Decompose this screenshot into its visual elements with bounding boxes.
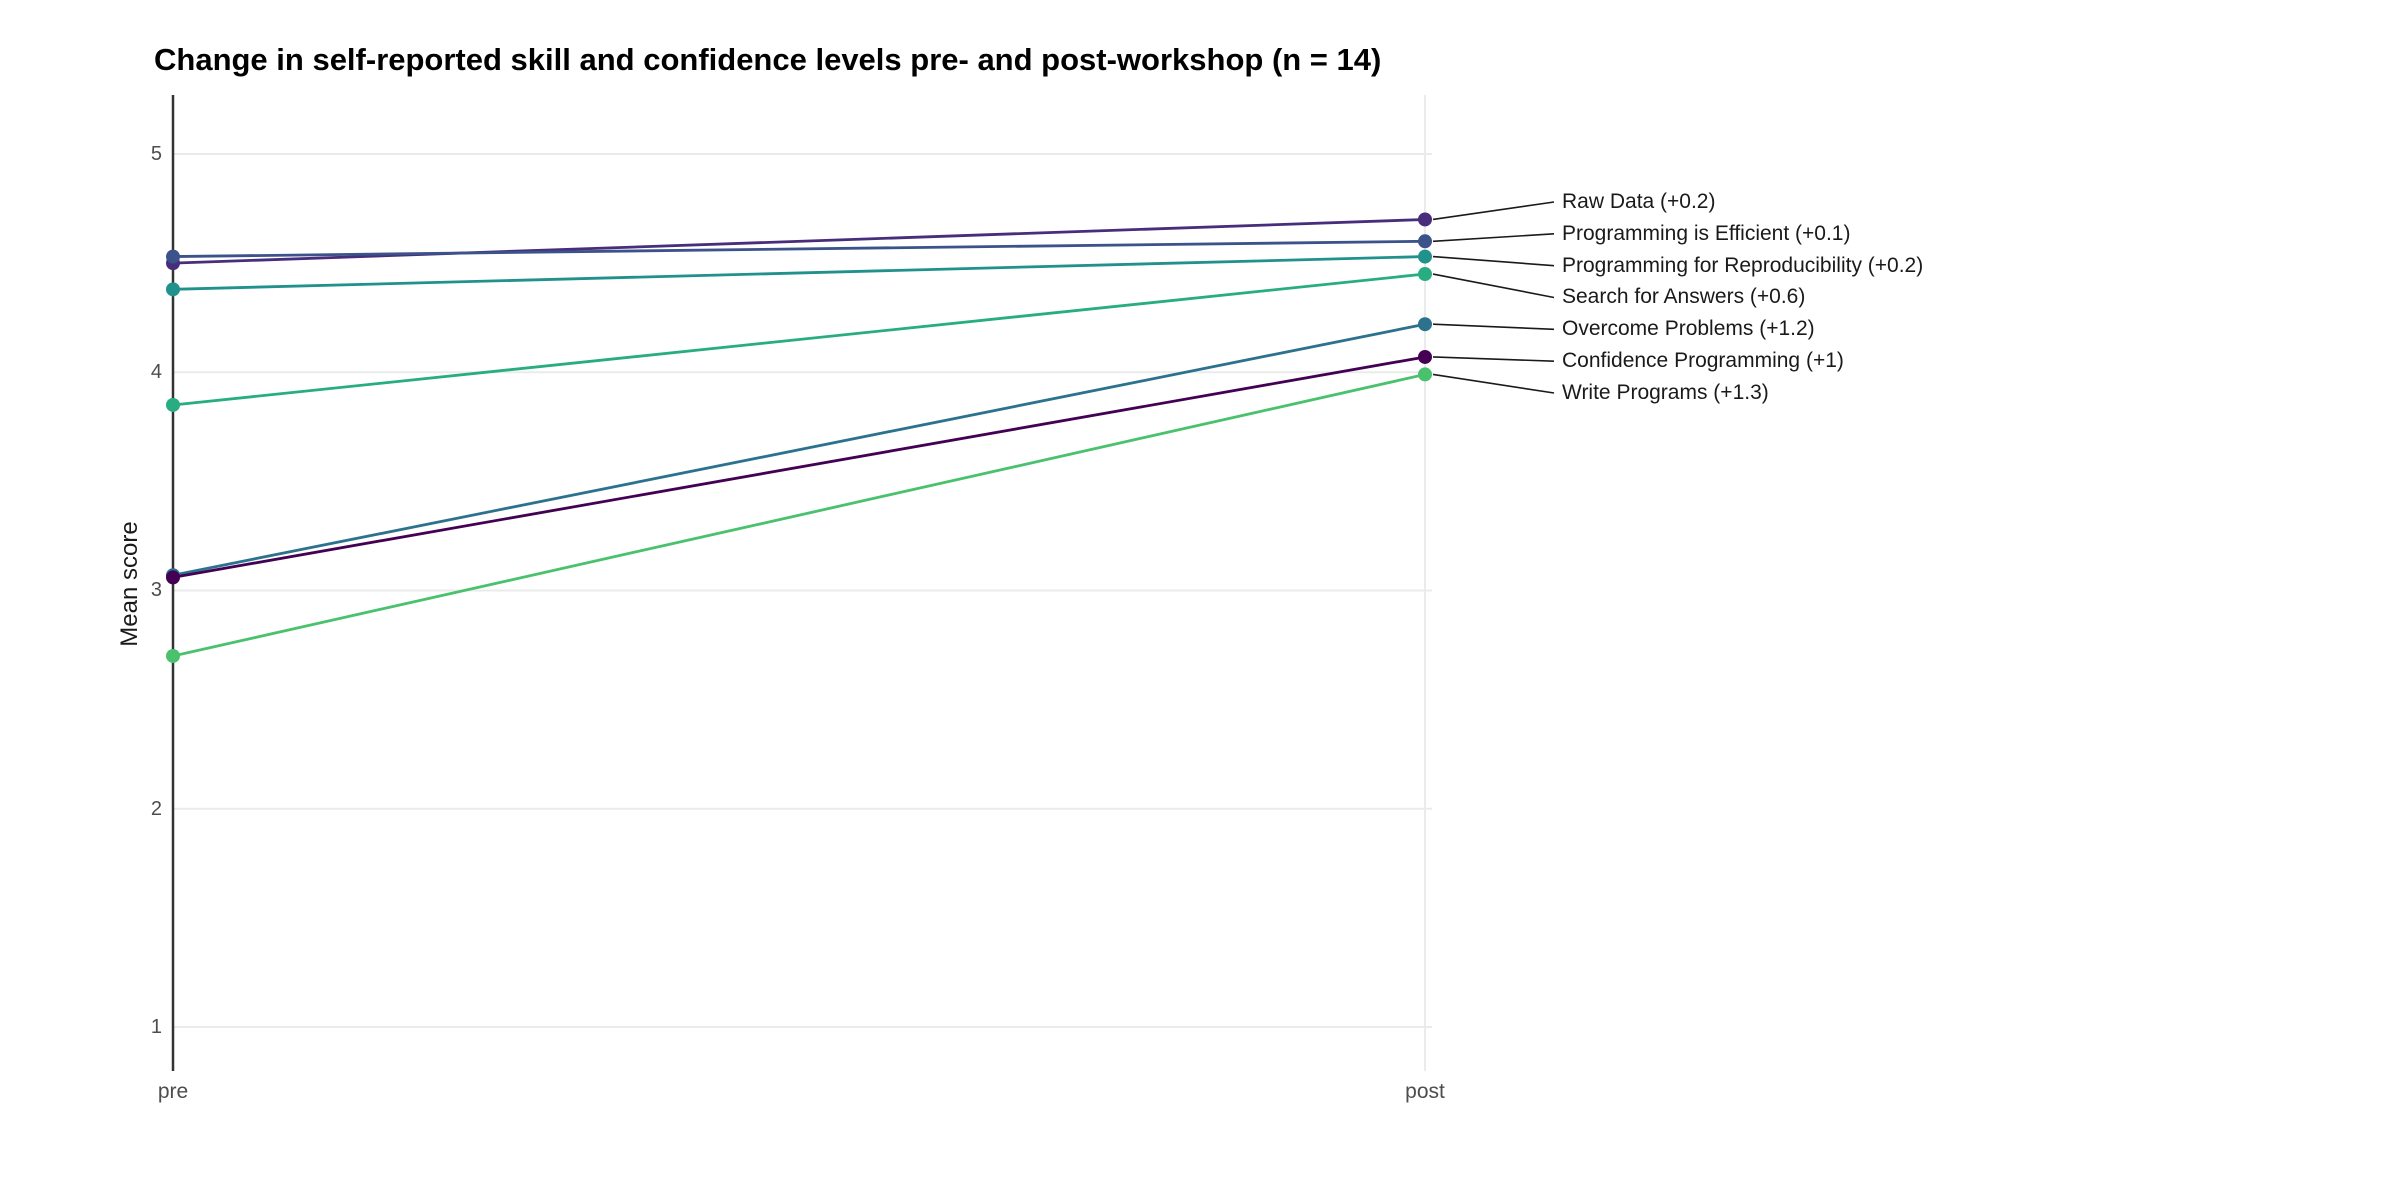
leader-line-4 (1432, 323, 1555, 331)
series-line-4 (172, 322, 1426, 577)
chart-title: Change in self-reported skill and confid… (154, 42, 1382, 77)
y-tick-label-5: 5 (150, 143, 162, 165)
series-point-post-1 (1418, 234, 1432, 249)
series-line-5 (172, 355, 1426, 579)
series-line-3 (172, 272, 1426, 407)
leader-line-2 (1432, 255, 1555, 267)
y-tick-label-3: 3 (150, 579, 162, 601)
y-tick-label-4: 4 (150, 361, 162, 383)
series-point-pre-2 (166, 282, 180, 297)
series-annotation: Search for Answers (+0.6) (1562, 285, 1806, 309)
leader-line-3 (1432, 273, 1555, 299)
y-tick-label-1: 1 (150, 1016, 162, 1038)
series-point-post-0 (1418, 212, 1432, 227)
series-point-post-6 (1418, 367, 1432, 382)
leader-line-1 (1432, 233, 1555, 243)
x-tick-label-post: post (1405, 1080, 1445, 1103)
series-point-post-5 (1418, 349, 1432, 364)
series-line-0 (172, 218, 1426, 265)
series-point-pre-6 (166, 648, 180, 663)
leader-line-6 (1432, 373, 1555, 394)
series-line-6 (172, 373, 1426, 658)
series-point-pre-1 (166, 249, 180, 264)
series-point-post-4 (1418, 317, 1432, 332)
series-point-pre-5 (166, 570, 180, 585)
series-line-1 (172, 239, 1426, 258)
y-tick-label-2: 2 (150, 798, 162, 820)
series-point-post-3 (1418, 267, 1432, 282)
series-point-post-2 (1418, 249, 1432, 264)
leader-line-0 (1432, 201, 1555, 221)
series-line-2 (172, 255, 1426, 291)
series-annotation: Write Programs (+1.3) (1562, 380, 1769, 404)
series-annotation: Overcome Problems (+1.2) (1562, 317, 1815, 341)
x-tick-label-pre: pre (157, 1080, 189, 1103)
series-annotation: Confidence Programming (+1) (1562, 349, 1844, 373)
series-annotation: Programming for Reproducibility (+0.2) (1562, 253, 1924, 277)
series-annotation: Programming is Efficient (+0.1) (1562, 221, 1851, 245)
series-point-pre-3 (166, 397, 180, 412)
leader-line-5 (1432, 356, 1555, 362)
series-annotation: Raw Data (+0.2) (1562, 190, 1716, 213)
